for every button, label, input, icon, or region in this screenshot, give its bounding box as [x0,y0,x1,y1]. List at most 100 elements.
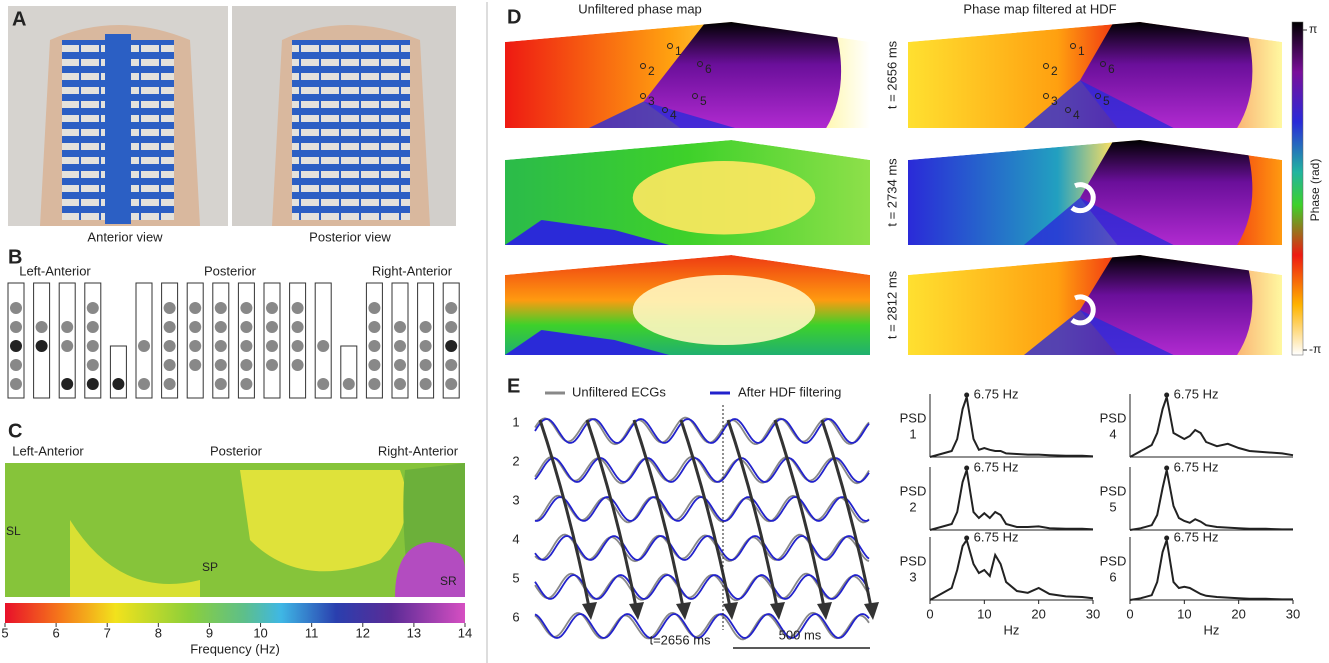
ecg-trace [535,418,869,445]
site-label: SL [6,524,21,538]
point-label: 3 [648,94,655,108]
tick-label: 10 [977,606,991,621]
tick-label: 20 [1231,606,1245,621]
ecg-trace [535,536,869,560]
electrode [445,378,457,390]
row-label: 6 [512,609,519,624]
panel-label: E [507,375,520,397]
electrode [215,340,227,352]
electrode [138,340,150,352]
electrode [189,302,201,314]
region-label: Left-Anterior [19,263,91,278]
tick-label: 0 [926,606,933,621]
tick-label: 14 [458,625,472,640]
electrode [266,302,278,314]
peak-marker [964,393,969,398]
electrode [266,321,278,333]
psd-label: PSD [900,483,927,498]
electrode [445,321,457,333]
tick-label: -π [1309,342,1321,356]
point-label: 6 [705,62,712,76]
electrode [87,302,99,314]
electrode [368,378,380,390]
time-label: t = 2734 ms [884,158,899,227]
electrode [10,302,22,314]
psd-lead: 4 [1109,426,1116,441]
psd-label: PSD [1100,410,1127,425]
electrode-strip [110,346,126,398]
panel-label: A [12,8,26,30]
column-title: Phase map filtered at HDF [963,1,1116,16]
electrode [61,378,73,390]
region-label: Left-Anterior [12,443,84,458]
ecg-trace [535,496,869,523]
electrode [10,340,22,352]
electrode [189,359,201,371]
arrow-head [864,602,879,620]
phase-map [505,255,870,355]
peak-marker [1164,466,1169,471]
point-label: 1 [675,44,682,58]
row-label: 5 [512,570,519,585]
row-label: 4 [512,531,519,546]
point-label: 1 [1078,44,1085,58]
electrode [10,378,22,390]
phase-map [505,22,870,128]
tick-label: 20 [1031,606,1045,621]
psd-lead: 1 [909,426,916,441]
electrode [394,378,406,390]
electrode [10,359,22,371]
electrode [189,340,201,352]
electrode [445,359,457,371]
electrode [61,321,73,333]
point-label: 5 [700,94,707,108]
electrode [445,340,457,352]
peak-marker [964,536,969,541]
tick-label: 10 [253,625,267,640]
region-label: Right-Anterior [372,263,453,278]
electrode-vest [292,40,410,220]
photos [8,6,456,226]
electrode [240,359,252,371]
electrode [164,340,176,352]
peak-marker [1164,536,1169,541]
caption: Anterior view [87,229,163,244]
electrode [445,302,457,314]
electrode [266,359,278,371]
electrode [394,359,406,371]
psd-plots: PSD16.75 HzPSD26.75 HzPSD36.75 Hz0102030… [900,386,1301,637]
phase-map [908,255,1282,355]
time-marker-label: t=2656 ms [649,632,711,647]
electrode [292,321,304,333]
peak-label: 6.75 Hz [974,386,1019,401]
arrow-head [629,602,644,620]
electrode [394,321,406,333]
ecg-traces: 123456 [512,414,879,639]
colorbar-ticks: 567891011121314 [1,623,472,640]
electrode [240,378,252,390]
tick-label: 7 [104,625,111,640]
peak-label: 6.75 Hz [974,459,1019,474]
peak-label: 6.75 Hz [1174,459,1219,474]
electrode [317,340,329,352]
colorbar-label: Frequency (Hz) [190,641,280,656]
electrode [420,340,432,352]
axis-label: Hz [1204,622,1220,637]
tick-label: 9 [206,625,213,640]
electrode [61,340,73,352]
time-label: t = 2812 ms [884,270,899,339]
psd-curve [1130,470,1293,530]
electrode [87,340,99,352]
peak-label: 6.75 Hz [974,529,1019,544]
psd-lead: 5 [1109,499,1116,514]
map-region [633,275,816,345]
electrode [36,340,48,352]
peak-marker [1164,393,1169,398]
psd-curve [1130,540,1293,600]
legend-label: Unfiltered ECGs [572,384,666,399]
tick-label: π [1309,22,1317,36]
electrode [215,359,227,371]
electrode [368,302,380,314]
psd-label: PSD [900,553,927,568]
frequency-map [5,463,465,597]
